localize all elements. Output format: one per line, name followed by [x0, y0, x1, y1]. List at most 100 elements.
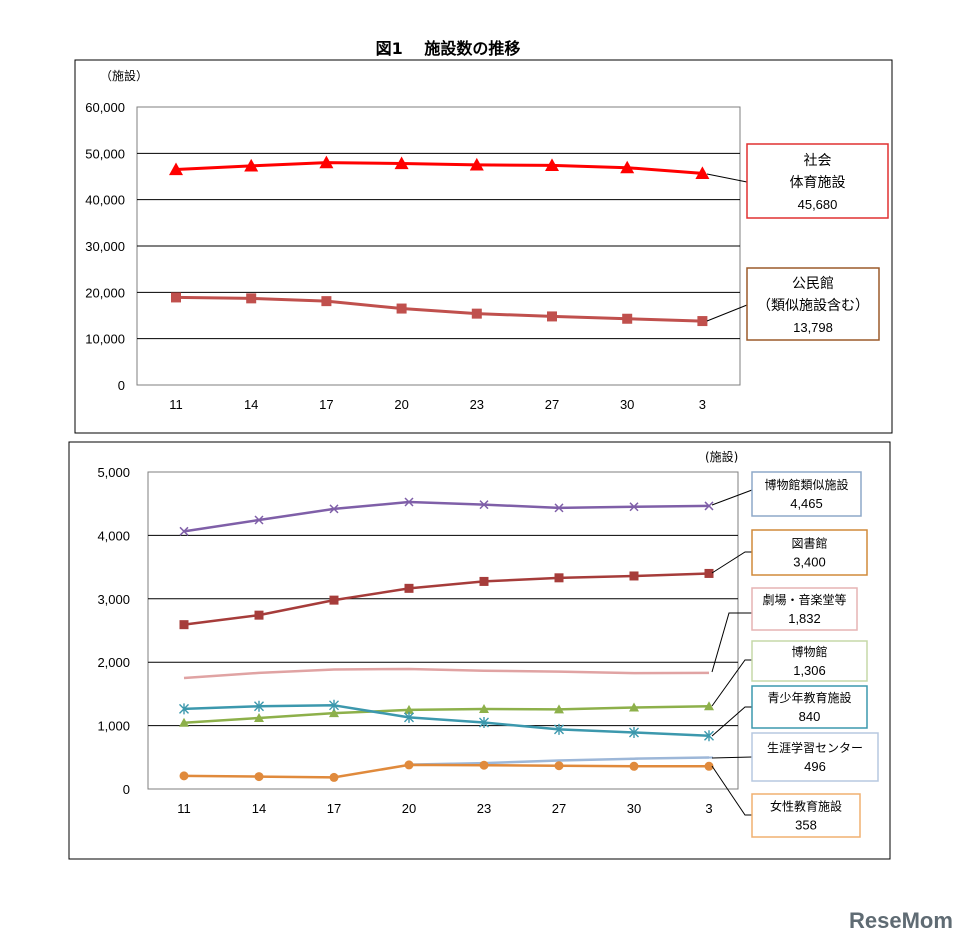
- data-point-social-sports: [319, 155, 334, 169]
- data-point-library: [254, 610, 264, 620]
- chart2-x-tick-label: 20: [402, 801, 416, 816]
- chart2-frame: [68, 441, 891, 860]
- chart2-y-tick-label: 3,000: [97, 592, 130, 607]
- data-point-women: [704, 761, 714, 771]
- chart1-x-tick-label: 3: [699, 397, 706, 412]
- data-point-youth: [404, 711, 414, 723]
- chart1-x-tick-label: 20: [394, 397, 408, 412]
- chart2-x-tick-label: 30: [627, 801, 641, 816]
- series-label-box-museum: [751, 640, 868, 682]
- chart1-y-tick-label: 10,000: [85, 332, 125, 347]
- data-point-social-sports: [545, 158, 559, 171]
- series-name-museum: 博物館: [791, 644, 827, 659]
- series-latest-value-library: 3,400: [793, 555, 826, 570]
- leader-line-youth: [711, 706, 752, 737]
- chart1-y-tick-label: 40,000: [85, 193, 125, 208]
- data-point-museum-similar: [254, 515, 264, 525]
- figure-title: 図1 施設数の推移: [376, 39, 521, 58]
- chart1-y-tick-label: 20,000: [85, 285, 125, 300]
- chart2-x-ticks: 11 14 17 20 23 27 30 3: [177, 801, 712, 816]
- series-latest-value-theater: 1,832: [788, 611, 821, 626]
- chart2-series: [179, 497, 714, 782]
- data-point-youth: [254, 700, 264, 712]
- data-point-library: [554, 573, 564, 583]
- data-point-youth: [629, 727, 639, 739]
- data-point-social-sports: [695, 166, 710, 179]
- data-point-youth: [554, 723, 564, 735]
- leader-line-museum: [711, 659, 752, 707]
- watermark-logo: ReseMom: [849, 908, 953, 933]
- data-point-library: [704, 568, 714, 578]
- leader-line-social-sports: [706, 173, 748, 183]
- data-point-library: [404, 583, 414, 593]
- series-latest-value-lifelong: 496: [804, 759, 826, 774]
- data-point-kominkan: [547, 311, 557, 322]
- data-point-museum: [704, 701, 714, 711]
- data-point-museum: [404, 704, 414, 714]
- series-label-box-lifelong: [751, 732, 879, 782]
- series-label-box-women: [751, 793, 861, 838]
- series-name-youth: 青少年教育施設: [767, 690, 851, 705]
- chart1-y-tick-label: 60,000: [85, 100, 125, 115]
- chart2-grid: [147, 471, 739, 790]
- data-point-kominkan: [246, 293, 257, 304]
- series-line-library: [183, 572, 710, 626]
- data-point-women: [404, 760, 414, 770]
- leader-line-kominkan: [706, 304, 748, 322]
- data-point-museum: [329, 708, 339, 718]
- chart1-x-tick-label: 11: [169, 397, 183, 412]
- data-point-library: [629, 571, 639, 581]
- series-latest-value-museum: 1,306: [793, 663, 826, 678]
- series-name-women: 女性教育施設: [770, 799, 842, 814]
- data-point-social-sports: [244, 158, 259, 172]
- data-point-women: [179, 771, 189, 781]
- leader-line-theater: [711, 612, 752, 673]
- data-point-museum-similar: [179, 526, 189, 536]
- data-point-social-sports: [620, 160, 635, 174]
- chart2-x-tick-label: 11: [177, 801, 191, 816]
- series-latest-value-youth: 840: [799, 709, 821, 724]
- chart2-y-ticks: 0 1,000 2,000 3,000 4,000 5,000: [97, 465, 130, 797]
- data-point-library: [179, 620, 189, 630]
- data-point-women: [254, 772, 264, 782]
- series-line-kominkan: [175, 295, 703, 323]
- series-latest-value-women: 358: [795, 818, 817, 833]
- series-line-social-sports: [175, 161, 703, 175]
- data-point-kominkan: [321, 296, 332, 307]
- data-point-women: [554, 761, 564, 771]
- chart1-x-tick-label: 27: [545, 397, 559, 412]
- chart1-unit-label: （施設）: [100, 68, 148, 83]
- series-line-youth: [183, 704, 710, 737]
- chart2-y-tick-label: 5,000: [97, 465, 130, 480]
- data-point-museum-similar: [704, 501, 714, 511]
- chart-facility-count-top: （施設） 0 10,000 20,000 30,000 40,000 50,000 60,0…: [74, 59, 893, 434]
- series-line-women: [183, 763, 709, 779]
- data-point-women: [329, 772, 339, 782]
- data-point-museum-similar: [629, 502, 639, 512]
- chart2-y-tick-label: 1,000: [97, 719, 130, 734]
- data-point-museum: [254, 712, 264, 722]
- leader-line-lifelong: [711, 756, 753, 759]
- data-point-kominkan: [697, 316, 708, 327]
- chart1-frame: [74, 59, 893, 434]
- chart2-unit-label: (施設): [705, 449, 738, 464]
- data-point-social-sports: [169, 162, 183, 176]
- data-point-women: [479, 760, 489, 770]
- series-latest-value-kominkan: 13,798: [793, 320, 833, 335]
- series-label-box-social-sports: [746, 143, 889, 219]
- data-point-museum: [629, 702, 639, 712]
- data-point-kominkan: [471, 308, 482, 319]
- chart2-series-labels: 博物館類似施設 4,465 図書館 3,400 劇場・音楽堂等 1,832 博物館 1,306…: [711, 471, 879, 838]
- leader-line-library: [711, 551, 752, 574]
- series-line-theater: [183, 667, 710, 680]
- chart1-y-tick-label: 0: [118, 378, 125, 393]
- leader-line-women: [711, 765, 752, 816]
- series-label-box-theater: [751, 587, 858, 631]
- chart2-y-tick-label: 4,000: [97, 528, 130, 543]
- chart2-x-tick-label: 17: [327, 801, 341, 816]
- chart2-x-tick-label: 3: [705, 801, 712, 816]
- data-point-kominkan: [171, 292, 181, 303]
- series-name-theater: 劇場・音楽堂等: [762, 592, 846, 607]
- series-latest-value-social-sports: 45,680: [798, 197, 838, 212]
